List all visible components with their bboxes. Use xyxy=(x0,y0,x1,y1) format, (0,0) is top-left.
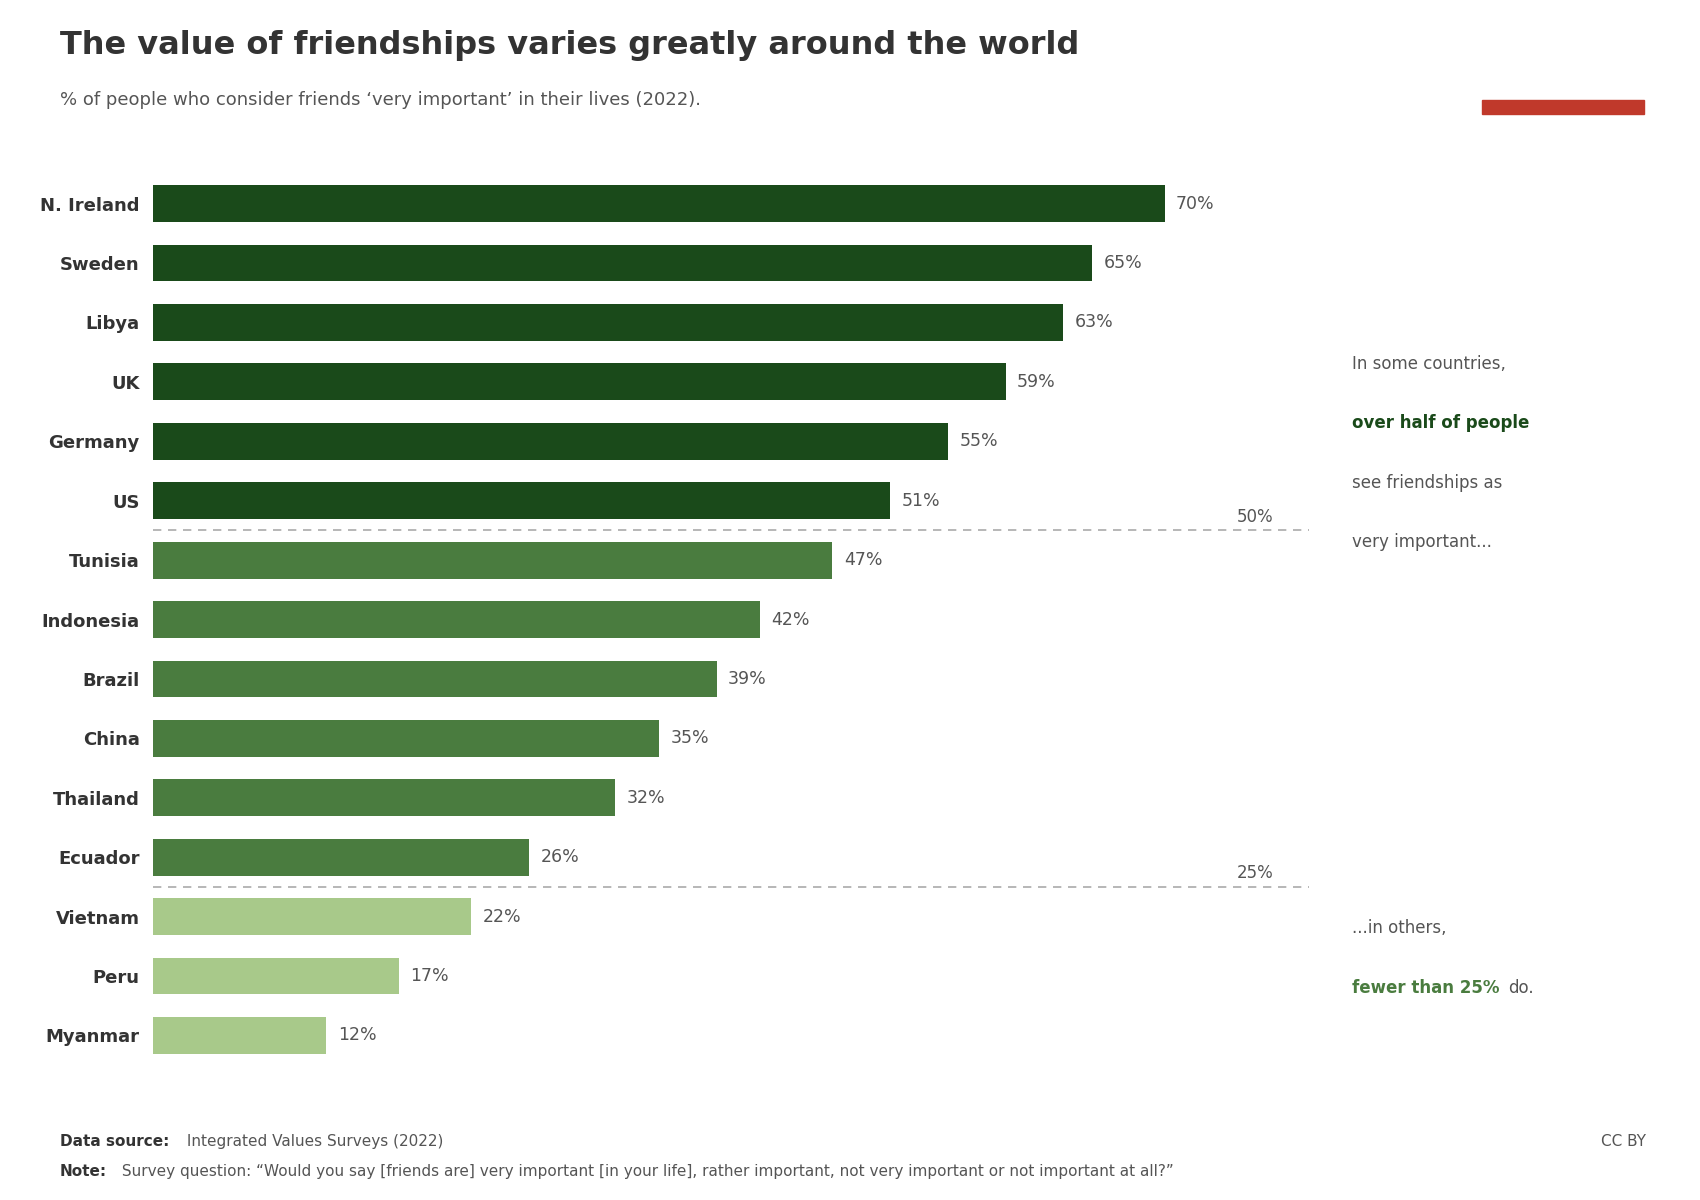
Text: very important...: very important... xyxy=(1352,533,1491,551)
Bar xyxy=(153,304,1064,341)
Text: Survey question: “Would you say [friends are] very important [in your life], rat: Survey question: “Would you say [friends… xyxy=(117,1164,1175,1178)
Text: 26%: 26% xyxy=(541,848,580,866)
Bar xyxy=(153,185,1164,222)
Bar xyxy=(153,958,398,995)
Text: 63%: 63% xyxy=(1074,313,1114,331)
Text: 50%: 50% xyxy=(1236,508,1273,526)
Text: 17%: 17% xyxy=(410,967,449,985)
Bar xyxy=(153,364,1006,401)
Bar xyxy=(153,720,658,757)
Bar xyxy=(153,541,833,578)
Text: 32%: 32% xyxy=(627,788,666,806)
Text: in Data: in Data xyxy=(1533,64,1593,78)
Text: 12%: 12% xyxy=(338,1026,377,1044)
Text: 47%: 47% xyxy=(843,551,882,569)
Bar xyxy=(153,245,1091,282)
Text: 65%: 65% xyxy=(1103,254,1142,272)
Bar xyxy=(153,839,529,876)
Text: CC BY: CC BY xyxy=(1601,1134,1646,1150)
Text: fewer than 25%: fewer than 25% xyxy=(1352,979,1499,997)
Bar xyxy=(153,482,891,520)
Text: Integrated Values Surveys (2022): Integrated Values Surveys (2022) xyxy=(182,1134,444,1150)
Text: 55%: 55% xyxy=(959,432,998,450)
Text: % of people who consider friends ‘very important’ in their lives (2022).: % of people who consider friends ‘very i… xyxy=(60,91,700,109)
Text: 35%: 35% xyxy=(670,730,709,748)
Text: 51%: 51% xyxy=(901,492,940,510)
Text: The value of friendships varies greatly around the world: The value of friendships varies greatly … xyxy=(60,30,1080,61)
Text: ...in others,: ...in others, xyxy=(1352,919,1447,937)
Text: 25%: 25% xyxy=(1236,864,1273,882)
Text: In some countries,: In some countries, xyxy=(1352,355,1506,373)
Bar xyxy=(153,898,471,935)
Text: 59%: 59% xyxy=(1017,373,1056,391)
Text: Our World: Our World xyxy=(1522,31,1605,47)
Text: do.: do. xyxy=(1508,979,1533,997)
Text: 39%: 39% xyxy=(728,670,767,688)
Text: 42%: 42% xyxy=(772,611,809,629)
Bar xyxy=(153,422,949,460)
Bar xyxy=(153,660,717,697)
Text: Note:: Note: xyxy=(60,1164,107,1178)
Bar xyxy=(153,1018,326,1054)
Bar xyxy=(153,601,760,638)
Text: over half of people: over half of people xyxy=(1352,414,1528,432)
Bar xyxy=(1482,101,1644,114)
Text: 22%: 22% xyxy=(483,907,522,925)
Text: Data source:: Data source: xyxy=(60,1134,168,1150)
Text: 70%: 70% xyxy=(1176,194,1216,212)
Text: see friendships as: see friendships as xyxy=(1352,474,1501,492)
Bar xyxy=(153,779,615,816)
